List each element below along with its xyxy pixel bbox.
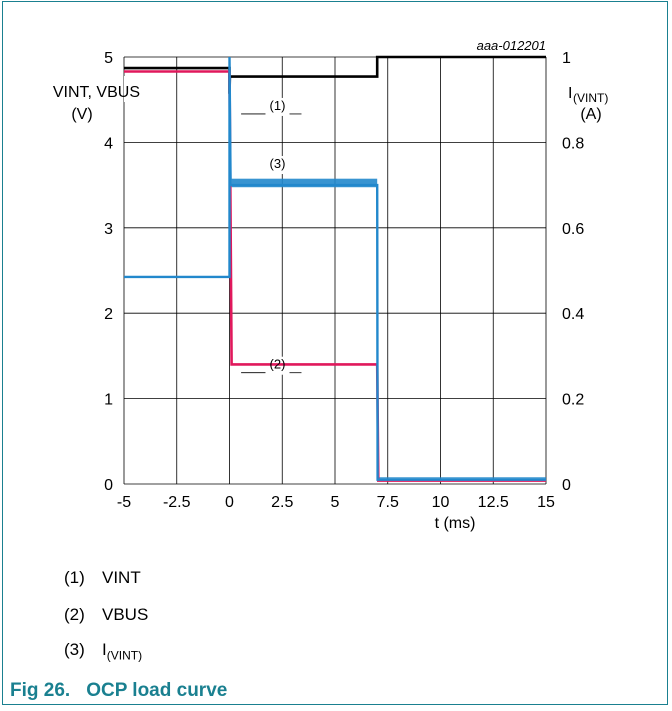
- label-mask: [124, 76, 146, 102]
- legend-number: (2): [64, 605, 85, 624]
- legend-text: I: [102, 640, 107, 659]
- x-tick-label: 5: [331, 494, 340, 511]
- y-right-tick-label: 0.8: [562, 135, 584, 152]
- x-tick-label: 10: [432, 494, 450, 511]
- annotation-mask: [265, 97, 298, 116]
- legend-item-vint: (1) VINT: [64, 568, 141, 588]
- y-left-tick-label: 1: [104, 392, 113, 409]
- x-tick-label: 15: [537, 494, 555, 511]
- y-left-tick-label: 2: [104, 306, 113, 323]
- y-right-tick-label: 1: [562, 50, 571, 67]
- y-left-tick-label: 0: [104, 477, 113, 494]
- y-right-tick-label: 0.2: [562, 392, 584, 409]
- series-annotation: (1): [270, 98, 286, 113]
- annotation-mask: [265, 356, 298, 375]
- y-right-tick-label: 0.6: [562, 221, 584, 238]
- annotation-mask: [265, 156, 298, 175]
- legend-number: (1): [64, 568, 85, 587]
- y-right-tick-label: 0: [562, 477, 571, 494]
- figure-caption: Fig 26. OCP load curve: [10, 680, 227, 702]
- caption-title: OCP load curve: [86, 680, 228, 701]
- y-right-label: I: [568, 85, 572, 102]
- x-tick-label: 12.5: [478, 494, 509, 511]
- y-right-unit: (A): [580, 106, 601, 123]
- x-tick-label: 2.5: [271, 494, 293, 511]
- y-right-tick-label: 0.4: [562, 306, 584, 323]
- series-annotation: (3): [270, 156, 286, 171]
- y-left-label: VINT, VBUS: [53, 84, 140, 101]
- y-left-tick-label: 4: [104, 135, 113, 152]
- x-tick-label: 7.5: [377, 494, 399, 511]
- y-left-tick-label: 5: [104, 50, 113, 67]
- legend-text: VBUS: [102, 605, 149, 624]
- legend-text: VINT: [102, 568, 141, 587]
- y-right-label-sub: (VINT): [573, 91, 608, 105]
- caption-fig-number: Fig 26.: [10, 680, 71, 701]
- x-tick-label: 0: [225, 494, 234, 511]
- figure-id: aaa-012201: [477, 38, 546, 53]
- x-tick-label: -5: [117, 494, 131, 511]
- series-ripple-band: [231, 178, 378, 188]
- legend-item-ivint: (3) I(VINT): [64, 640, 143, 663]
- x-tick-label: -2.5: [163, 494, 191, 511]
- legend-item-vbus: (2) VBUS: [64, 605, 148, 625]
- legend-number: (3): [64, 640, 85, 659]
- ocp-load-chart: -5 -2.5 0 2.5 5 7.5 10 12.5 15 0 1 2 3 4 5 0 0.2 0.4 0.6 0.…: [53, 38, 608, 532]
- y-left-tick-label: 3: [104, 221, 113, 238]
- x-axis-label: t (ms): [435, 515, 476, 532]
- series-ripple-band: [379, 477, 546, 481]
- series-annotation: (2): [270, 357, 286, 372]
- y-left-unit: (V): [71, 106, 92, 123]
- series-line-3: [124, 56, 546, 481]
